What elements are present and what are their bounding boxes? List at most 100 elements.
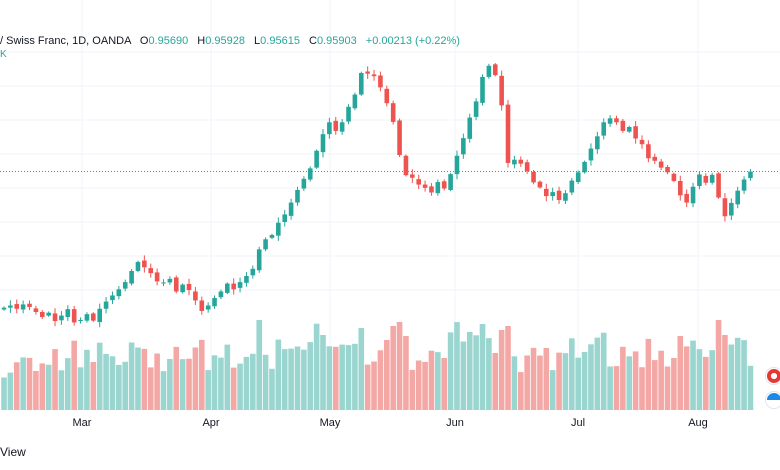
- candle-body: [575, 172, 581, 183]
- chart-area[interactable]: / Swiss Franc, 1D, OANDA O0.95690 H0.959…: [0, 0, 780, 412]
- volume-bar: [690, 340, 696, 410]
- month-label: Aug: [688, 417, 708, 429]
- candle-body: [65, 309, 71, 318]
- volume-bar: [651, 360, 658, 410]
- volume-bar: [237, 363, 243, 410]
- volume-bar: [709, 350, 715, 410]
- candle-body: [505, 104, 511, 163]
- volume-bar: [626, 356, 633, 410]
- volume-bar: [562, 353, 569, 410]
- candle-body: [167, 278, 173, 283]
- low-key: L: [254, 35, 261, 47]
- month-label: Jun: [446, 417, 464, 429]
- candle-body: [282, 214, 288, 222]
- volume-bar: [167, 359, 173, 410]
- volume-bar: [294, 346, 301, 410]
- volume-bar: [160, 371, 167, 410]
- candle-body: [397, 120, 402, 156]
- volume-bar: [511, 356, 518, 410]
- volume-bar: [415, 360, 422, 410]
- candle-body: [601, 122, 607, 136]
- candle-body: [729, 202, 734, 216]
- volume-bar: [326, 346, 333, 410]
- volume-bar: [26, 357, 33, 410]
- volume-bar: [224, 344, 231, 410]
- candle-body: [154, 272, 160, 282]
- candle-body: [288, 202, 294, 216]
- volume-bar: [135, 347, 141, 410]
- candle-body: [346, 106, 351, 122]
- volume-bar: [575, 357, 581, 410]
- candlestick-chart[interactable]: [0, 0, 780, 412]
- volume-bar: [20, 357, 26, 410]
- candle-body: [46, 312, 51, 316]
- volume-bar: [301, 349, 307, 410]
- candle-body: [71, 309, 77, 323]
- volume-bar: [473, 335, 479, 410]
- volume-bar: [377, 350, 384, 410]
- candle-body: [473, 101, 479, 117]
- candle-body: [614, 118, 619, 123]
- candle-body: [556, 190, 562, 201]
- candle-body: [652, 156, 658, 161]
- candle-body: [677, 180, 683, 196]
- volume-bar: [435, 352, 441, 410]
- candle-body: [690, 186, 696, 204]
- month-label: Apr: [202, 417, 220, 429]
- volume-bar: [620, 346, 626, 410]
- candle-body: [295, 189, 300, 203]
- volume-bar: [600, 332, 607, 410]
- volume-bar: [281, 349, 288, 410]
- candle-body: [78, 319, 83, 321]
- footer-link[interactable]: View: [0, 445, 26, 459]
- month-label: Jul: [570, 417, 586, 429]
- candle-body: [199, 300, 205, 311]
- candle-body: [429, 186, 434, 193]
- volume-bar: [269, 368, 275, 410]
- candle-body: [276, 222, 281, 236]
- flag-icon[interactable]: [766, 392, 780, 408]
- volume-bar: [320, 335, 326, 410]
- high-value: 0.95928: [205, 35, 245, 47]
- volume-bar: [607, 366, 613, 410]
- volume-bar: [52, 349, 58, 410]
- volume-bar: [594, 337, 601, 410]
- candle-body: [671, 173, 677, 181]
- flag-icon[interactable]: [766, 368, 780, 384]
- volume-bar: [358, 328, 365, 410]
- volume-bar: [486, 338, 492, 410]
- volume-bar: [243, 356, 250, 410]
- candle-body: [607, 118, 613, 124]
- candle-body: [263, 239, 268, 250]
- candle-body: [416, 179, 421, 185]
- volume-bar: [122, 361, 129, 410]
- candle-body: [97, 308, 102, 323]
- candle-body: [722, 198, 728, 217]
- volume-bar: [13, 362, 20, 410]
- candle-body: [250, 268, 256, 276]
- candle-body: [716, 173, 721, 198]
- close-value: 0.95903: [316, 35, 357, 47]
- candle-body: [633, 126, 638, 139]
- candle-body: [588, 148, 594, 161]
- candle-body: [544, 188, 549, 197]
- volume-bar: [307, 342, 314, 410]
- candle-body: [620, 120, 626, 131]
- volume-bar: [103, 354, 109, 410]
- volume-bar: [256, 320, 262, 410]
- volume-bar: [45, 364, 52, 410]
- candle-body: [486, 65, 492, 77]
- volume-bar: [722, 335, 728, 410]
- symbol-legend: / Swiss Franc, 1D, OANDA O0.95690 H0.959…: [0, 33, 460, 49]
- candle-body: [748, 171, 753, 179]
- volume-bar: [339, 344, 345, 410]
- volume-bar: [517, 372, 524, 410]
- volume-bar: [549, 370, 556, 410]
- candle-body: [333, 120, 339, 131]
- volume-bar: [179, 359, 186, 410]
- volume-bar: [613, 366, 620, 410]
- volume-bar: [422, 361, 428, 410]
- close-key: C: [309, 35, 317, 47]
- volume-bar: [154, 353, 160, 410]
- volume-bar: [447, 332, 454, 410]
